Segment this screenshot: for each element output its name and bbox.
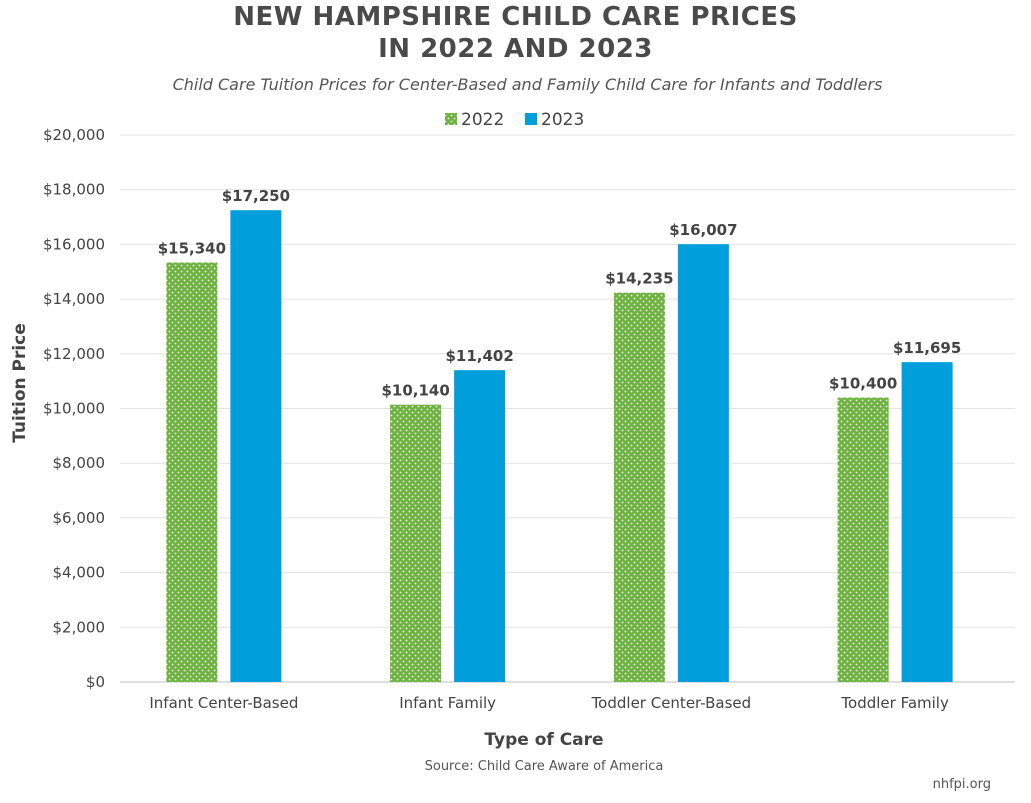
y-tick-label: $10,000 [43, 400, 105, 418]
data-label: $15,340 [158, 239, 226, 257]
legend-entry: 2022 [461, 110, 504, 130]
x-tick-label: Toddler Family [840, 694, 949, 712]
x-axis-label: Type of Care [484, 730, 603, 750]
bar-2023-1 [454, 370, 506, 682]
y-tick-label: $18,000 [43, 181, 105, 199]
y-tick-label: $6,000 [53, 509, 106, 527]
y-tick-label: $2,000 [53, 618, 106, 636]
bar-2022-1 [390, 404, 442, 682]
bar-2023-0 [230, 210, 282, 682]
chart-title-line-1: NEW HAMPSHIRE CHILD CARE PRICES [233, 2, 798, 32]
bar-2023-3 [901, 362, 953, 682]
bar-2023-2 [677, 244, 729, 682]
chart-subtitle: Child Care Tuition Prices for Center-Bas… [172, 75, 883, 94]
source-note: Source: Child Care Aware of America [424, 759, 664, 774]
data-label: $14,235 [605, 270, 673, 288]
bar-2022-2 [613, 292, 665, 682]
bar-2022-3 [837, 397, 889, 682]
y-tick-label: $16,000 [43, 235, 105, 253]
site-credit: nhfpi.org [932, 777, 991, 792]
chart-title-line-2: IN 2022 AND 2023 [378, 34, 653, 64]
y-tick-label: $12,000 [43, 345, 105, 363]
data-label: $11,402 [445, 347, 513, 365]
legend-entry: 2023 [541, 110, 584, 130]
data-label: $16,007 [669, 221, 737, 239]
y-tick-label: $4,000 [53, 564, 106, 582]
data-label: $11,695 [893, 339, 961, 357]
legend-swatch [525, 113, 537, 125]
data-label: $17,250 [222, 187, 290, 205]
y-tick-label: $14,000 [43, 290, 105, 308]
y-tick-label: $0 [86, 673, 105, 691]
y-tick-label: $8,000 [53, 454, 106, 472]
data-label: $10,400 [829, 375, 897, 393]
data-label: $10,140 [381, 382, 449, 400]
bar-2022-0 [166, 262, 218, 682]
legend-swatch [445, 113, 457, 125]
y-tick-label: $20,000 [43, 126, 105, 144]
x-tick-label: Toddler Center-Based [591, 694, 752, 712]
y-axis-label: Tuition Price [10, 323, 30, 443]
x-tick-label: Infant Family [399, 694, 496, 712]
x-tick-label: Infant Center-Based [149, 694, 298, 712]
